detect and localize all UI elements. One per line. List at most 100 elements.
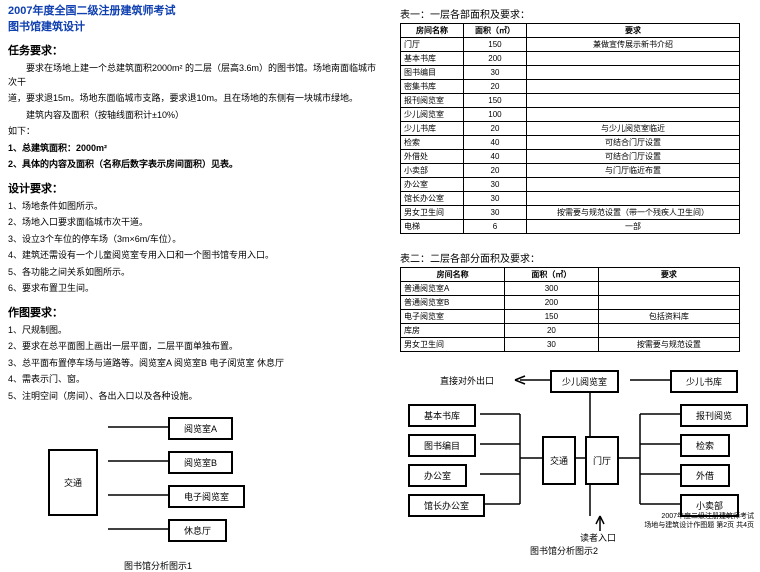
table-row: 报刊阅览室150 — [401, 94, 740, 108]
d6: 6、要求布置卫生间。 — [8, 282, 378, 296]
d2-out: 直接对外出口 — [440, 374, 494, 387]
table-cell: 外借处 — [401, 150, 464, 164]
table-cell: 30 — [505, 338, 599, 352]
diagram-1: 交通 阅览室A 阅览室B 电子阅览室 休息厅 — [38, 409, 318, 559]
table-cell — [526, 94, 739, 108]
t1-h3: 要求 — [526, 24, 739, 38]
t2-h3: 要求 — [598, 268, 739, 282]
table-cell: 150 — [463, 38, 526, 52]
d5: 5、各功能之间关系如图所示。 — [8, 266, 378, 280]
p1: 1、尺规制图。 — [8, 324, 378, 338]
table-cell: 150 — [463, 94, 526, 108]
table-cell: 20 — [463, 122, 526, 136]
table-cell: 普通阅览室B — [401, 296, 505, 310]
bullet-1: 1、总建筑面积：2000m² — [8, 142, 378, 156]
table-cell: 少儿阅览室 — [401, 108, 464, 122]
table-cell: 40 — [463, 136, 526, 150]
t2-h1: 房间名称 — [401, 268, 505, 282]
d3: 3、设立3个车位的停车场（3m×6m/车位）。 — [8, 233, 378, 247]
table-cell: 30 — [463, 192, 526, 206]
p4: 4、需表示门、窗。 — [8, 373, 378, 387]
footer-l1: 2007年度二级注册建筑师考试 — [644, 513, 754, 521]
table-cell: 按需要与规范设置 — [598, 338, 739, 352]
table-cell: 20 — [505, 324, 599, 338]
d1-e: 电子阅览室 — [168, 485, 245, 508]
table-cell: 40 — [463, 150, 526, 164]
table-cell: 与少儿阅览室临近 — [526, 122, 739, 136]
task-p3: 建筑内容及面积（按轴线面积计±10%） — [8, 109, 378, 123]
d1-b: 阅览室B — [168, 451, 233, 474]
table-cell: 与门厅临近布置 — [526, 164, 739, 178]
table-cell: 30 — [463, 178, 526, 192]
table-row: 电子阅览室150包括资料库 — [401, 310, 740, 324]
table-cell: 馆长办公室 — [401, 192, 464, 206]
table-row: 密集书库20 — [401, 80, 740, 94]
table-cell: 门厅 — [401, 38, 464, 52]
table-row: 普通阅览室B200 — [401, 296, 740, 310]
table-cell — [598, 296, 739, 310]
table-cell: 少儿书库 — [401, 122, 464, 136]
table-cell: 一部 — [526, 220, 739, 234]
table1-title: 表一：一层各部面积及要求： — [400, 6, 752, 21]
table-cell: 报刊阅览室 — [401, 94, 464, 108]
table-cell: 20 — [463, 80, 526, 94]
d1-r: 休息厅 — [168, 519, 227, 542]
exam-title-2: 图书馆建筑设计 — [8, 18, 378, 34]
d2-office: 办公室 — [408, 464, 467, 487]
d2: 2、场地入口要求面临城市次干道。 — [8, 216, 378, 230]
table-cell: 基本书库 — [401, 52, 464, 66]
d2-catalog: 图书编目 — [408, 434, 476, 457]
table-row: 男女卫生间30按需要与规范设置（带一个残疾人卫生间） — [401, 206, 740, 220]
d2-traffic: 交通 — [542, 436, 576, 485]
table-row: 基本书库200 — [401, 52, 740, 66]
table-2: 房间名称 面积（㎡） 要求 普通阅览室A300普通阅览室B200电子阅览室150… — [400, 267, 740, 352]
table-row: 少儿书库20与少儿阅览室临近 — [401, 122, 740, 136]
right-column: 表一：一层各部面积及要求： 房间名称 面积（㎡） 要求 门厅150兼做宣传展示新… — [400, 2, 752, 546]
t2-h2: 面积（㎡） — [505, 268, 599, 282]
d1: 1、场地条件如图所示。 — [8, 200, 378, 214]
table-cell — [526, 52, 739, 66]
table-row: 外借处40可结合门厅设置 — [401, 150, 740, 164]
table-1: 房间名称 面积（㎡） 要求 门厅150兼做宣传展示新书介绍基本书库200图书编目… — [400, 23, 740, 234]
table-cell: 6 — [463, 220, 526, 234]
table-cell: 检索 — [401, 136, 464, 150]
d2-reader: 读者入口 — [580, 531, 616, 544]
page-footer: 2007年度二级注册建筑师考试 场地与建筑设计作图题 第2页 共4页 — [644, 513, 754, 530]
footer-l2: 场地与建筑设计作图题 第2页 共4页 — [644, 522, 754, 530]
table-cell: 100 — [463, 108, 526, 122]
table-cell: 男女卫生间 — [401, 206, 464, 220]
task-p2: 道，要求退15m。场地东面临城市支路，要求退10m。且在场地的东侧有一块城市绿地… — [8, 92, 378, 106]
table-row: 男女卫生间30按需要与规范设置 — [401, 338, 740, 352]
table-row: 小卖部20与门厅临近布置 — [401, 164, 740, 178]
d2-baselib: 基本书库 — [408, 404, 476, 427]
table-cell: 兼做宣传展示新书介绍 — [526, 38, 739, 52]
table-cell: 图书编目 — [401, 66, 464, 80]
table-row: 办公室30 — [401, 178, 740, 192]
table-cell: 200 — [463, 52, 526, 66]
table-cell: 可结合门厅设置 — [526, 150, 739, 164]
table-row: 普通阅览室A300 — [401, 282, 740, 296]
table-cell: 男女卫生间 — [401, 338, 505, 352]
table-row: 电梯6一部 — [401, 220, 740, 234]
table-cell — [526, 66, 739, 80]
diagram2-caption: 图书馆分析图示2 — [530, 544, 598, 557]
table-cell — [526, 108, 739, 122]
d2-chief: 馆长办公室 — [408, 494, 485, 517]
task-p1: 要求在场地上建一个总建筑面积2000m² 的二层（层高3.6m）的图书馆。场地南… — [8, 62, 378, 89]
table2-title: 表二：二层各部分面积及要求： — [400, 250, 752, 265]
table-cell — [598, 324, 739, 338]
task-p4: 如下： — [8, 125, 378, 139]
d2-child-lib: 少儿书库 — [670, 370, 738, 393]
d2-search: 检索 — [680, 434, 730, 457]
table-cell: 电梯 — [401, 220, 464, 234]
t1-h1: 房间名称 — [401, 24, 464, 38]
table-cell: 普通阅览室A — [401, 282, 505, 296]
t1-h2: 面积（㎡） — [463, 24, 526, 38]
table-cell: 办公室 — [401, 178, 464, 192]
table-cell: 密集书库 — [401, 80, 464, 94]
p2: 2、要求在总平面图上画出一层平面，二层平面单独布置。 — [8, 340, 378, 354]
task-heading: 任务要求： — [8, 42, 378, 58]
table-cell: 20 — [463, 164, 526, 178]
table-row: 少儿阅览室100 — [401, 108, 740, 122]
d2-loan: 外借 — [680, 464, 730, 487]
